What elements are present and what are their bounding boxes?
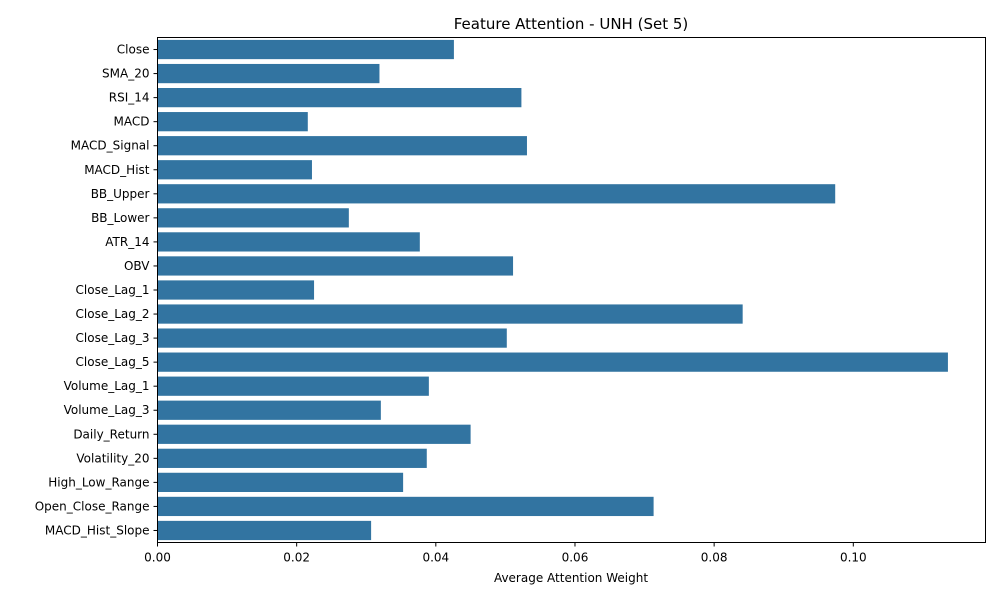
- y-tick-label: BB_Lower: [91, 211, 149, 225]
- bar-close-lag-1: [157, 280, 315, 300]
- y-tick-label: High_Low_Range: [48, 475, 149, 489]
- bars: [157, 39, 948, 541]
- bar-volume-lag-3: [157, 400, 381, 420]
- bar-rsi-14: [157, 88, 522, 108]
- y-tick-label: MACD_Signal: [71, 139, 150, 153]
- x-axis-label: Average Attention Weight: [494, 571, 648, 585]
- y-tick-label: Close_Lag_2: [76, 307, 150, 321]
- bar-close: [157, 39, 454, 60]
- x-tick-label: 0.04: [422, 551, 449, 565]
- bar-close-lag-3: [157, 328, 507, 348]
- y-tick-label: OBV: [124, 259, 150, 273]
- plot-frame: [157, 37, 986, 543]
- bar-daily-return: [157, 424, 471, 444]
- y-tick-label: Close_Lag_3: [76, 331, 150, 345]
- y-tick-label: Volume_Lag_1: [64, 379, 150, 393]
- bar-sma-20: [157, 63, 380, 84]
- x-tick-label: 0.00: [144, 551, 171, 565]
- bar-obv: [157, 256, 514, 276]
- y-tick-label: MACD_Hist_Slope: [45, 523, 150, 537]
- y-tick-label: Volume_Lag_3: [64, 403, 150, 417]
- x-tick-label: 0.10: [840, 551, 867, 565]
- bar-volatility-20: [157, 448, 427, 468]
- y-tick-label: Close_Lag_5: [76, 355, 150, 369]
- y-axis-ticks: Close SMA_20 RSI_14 MACD MACD_Signal MACD_His…: [35, 43, 158, 537]
- y-tick-label: Close: [117, 43, 150, 57]
- bar-macd-hist: [157, 160, 312, 180]
- y-tick-label: BB_Upper: [91, 187, 150, 201]
- chart-title: Feature Attention - UNH (Set 5): [454, 15, 689, 33]
- y-tick-label: MACD_Hist: [84, 163, 150, 177]
- x-axis-ticks: 0.00 0.02 0.04 0.06 0.08 0.10: [144, 542, 867, 565]
- bar-bb-lower: [157, 208, 349, 228]
- y-tick-label: Daily_Return: [73, 427, 149, 441]
- bar-volume-lag-1: [157, 376, 429, 396]
- x-tick-label: 0.08: [701, 551, 728, 565]
- bar-atr-14: [157, 232, 420, 252]
- bar-close-lag-5: [157, 352, 948, 372]
- bar-close-lag-2: [157, 304, 743, 324]
- bar-bb-upper: [157, 184, 836, 204]
- y-tick-label: Open_Close_Range: [35, 499, 150, 513]
- x-tick-label: 0.06: [562, 551, 589, 565]
- bar-open-close-range: [157, 496, 654, 517]
- y-tick-label: MACD: [114, 115, 150, 129]
- bar-macd: [157, 112, 308, 132]
- y-tick-label: SMA_20: [102, 67, 149, 81]
- bar-macd-hist-slope: [157, 520, 372, 541]
- y-tick-label: Close_Lag_1: [76, 283, 150, 297]
- y-tick-label: RSI_14: [109, 91, 150, 105]
- x-tick-label: 0.02: [283, 551, 310, 565]
- y-tick-label: ATR_14: [105, 235, 149, 249]
- bar-macd-signal: [157, 136, 527, 156]
- bar-high-low-range: [157, 472, 404, 492]
- y-tick-label: Volatility_20: [76, 451, 149, 465]
